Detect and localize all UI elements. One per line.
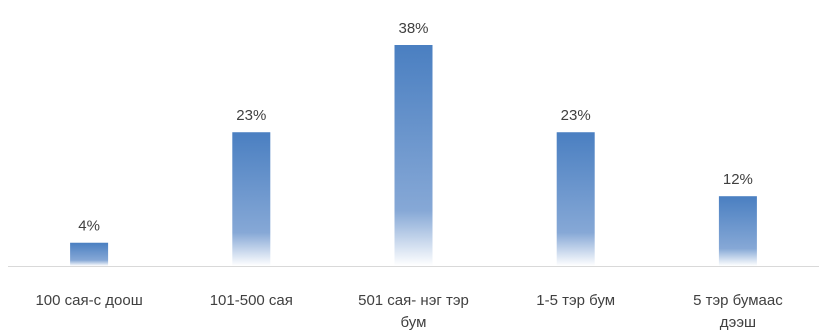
data-label-1: 4%	[78, 218, 100, 235]
bar-1	[70, 242, 109, 266]
x-tick-label-3: 501 сая- нэг тэр бум	[358, 292, 469, 331]
bar-3	[394, 45, 433, 266]
x-tick-label-4: 1-5 тэр бум	[536, 292, 615, 309]
x-tick-label-2: 101-500 сая	[210, 292, 293, 309]
data-label-3: 38%	[398, 20, 428, 37]
bar-2	[232, 132, 271, 266]
bar-4	[556, 132, 595, 266]
data-label-2: 23%	[236, 107, 266, 124]
bar-5	[718, 196, 757, 266]
data-label-4: 23%	[561, 107, 591, 124]
x-tick-label-1: 100 сая-с доош	[35, 292, 142, 309]
x-tick-label-5: 5 тэр бумаас дээш	[693, 292, 783, 331]
data-label-5: 12%	[723, 171, 753, 188]
